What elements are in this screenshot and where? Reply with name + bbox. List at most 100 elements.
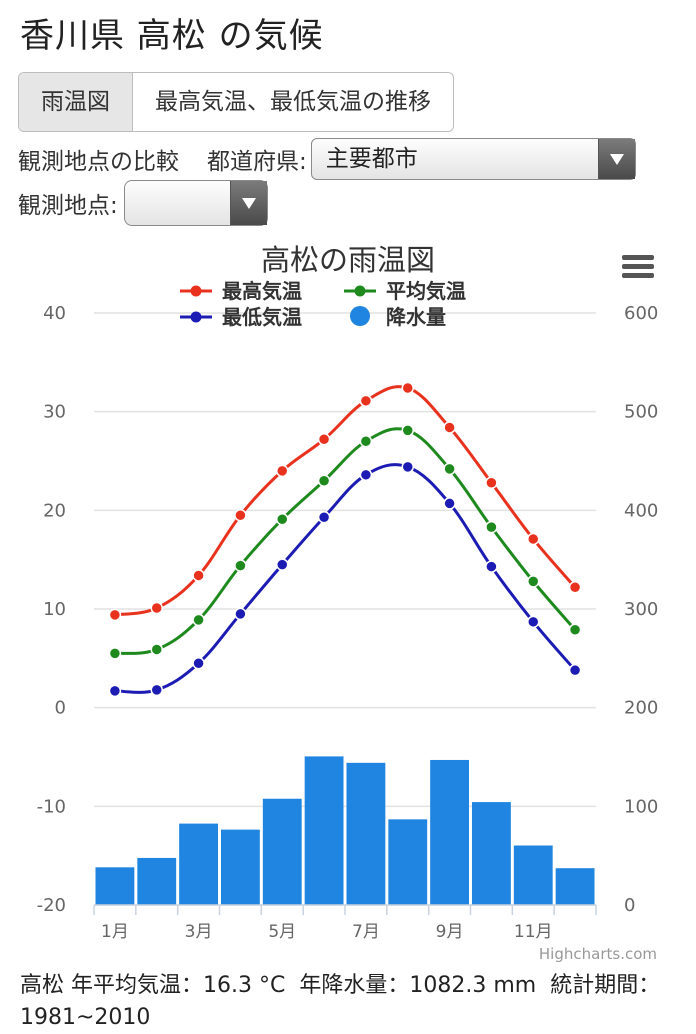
- point-select[interactable]: [123, 180, 268, 226]
- view-tabs: 雨温図 最高気温、最低気温の推移: [18, 72, 454, 132]
- temp-point: [527, 575, 540, 588]
- precip-bar: [179, 823, 218, 905]
- temp-point: [150, 601, 163, 615]
- temp-point: [401, 381, 414, 395]
- legend-symbol: [190, 285, 202, 297]
- precip-bar: [262, 798, 302, 905]
- chart-title: 高松の雨温図: [261, 243, 435, 277]
- temp-point: [485, 560, 498, 573]
- precip-bar: [430, 759, 469, 905]
- legend-symbol: [190, 311, 202, 323]
- legend-symbol: [354, 285, 366, 297]
- precip-bar: [137, 857, 177, 905]
- temp-point: [234, 559, 247, 572]
- temp-line: [114, 427, 577, 655]
- y-right-tick-label: 600: [624, 303, 658, 324]
- dropdown-arrow-icon: [229, 181, 267, 225]
- temp-point: [234, 509, 247, 522]
- temp-point: [359, 468, 373, 482]
- temp-line: [114, 385, 577, 617]
- precip-bar: [221, 829, 260, 905]
- filter-row-prefecture: 観測地点の比較 都道府県: 主要都市: [18, 138, 636, 180]
- temp-point: [276, 464, 289, 478]
- menu-bar: [622, 273, 654, 278]
- legend-label: 平均気温: [386, 279, 466, 303]
- temp-point: [568, 581, 582, 594]
- temp-point: [192, 657, 205, 670]
- temp-point: [568, 623, 582, 636]
- prefecture-select[interactable]: 主要都市: [310, 138, 636, 180]
- precip-bar: [388, 819, 428, 905]
- temp-point: [150, 643, 163, 656]
- climate-chart: 高松の雨温図403020100-10-206005004003002001000…: [37, 243, 659, 963]
- temp-point: [276, 558, 289, 571]
- temp-point: [234, 607, 247, 621]
- temp-point: [443, 421, 456, 434]
- prefecture-label: 都道府県:: [207, 149, 307, 175]
- legend-label: 最低気温: [222, 305, 302, 329]
- tab-max-min-temp-trend[interactable]: 最高気温、最低気温の推移: [155, 89, 431, 115]
- precip-bar: [472, 802, 511, 905]
- prefecture-select-value: 主要都市: [325, 146, 418, 172]
- temp-point: [401, 424, 414, 437]
- precip-bar: [304, 756, 344, 905]
- temp-point: [485, 476, 498, 489]
- annual-avg-temp: 高松 年平均気温：16.3 °C: [20, 973, 286, 998]
- climate-summary: 高松 年平均気温：16.3 °C 年降水量：1082.3 mm 統計期間：1981~…: [20, 970, 680, 1034]
- hamburger-menu-icon[interactable]: [622, 255, 654, 278]
- filter-row-point: 観測地点:: [18, 180, 268, 226]
- y-left-tick-label: 0: [55, 698, 66, 719]
- y-right-tick-label: 400: [624, 500, 658, 521]
- y-right-tick-label: 0: [624, 895, 635, 916]
- y-left-tick-label: -20: [37, 895, 66, 916]
- y-right-tick-label: 200: [624, 698, 658, 719]
- annual-precipitation: 年降水量：1082.3 mm: [299, 973, 537, 998]
- precip-bar: [346, 762, 386, 905]
- y-right-tick-label: 100: [624, 796, 658, 817]
- temp-point: [485, 520, 498, 534]
- y-left-tick-label: 30: [43, 402, 66, 423]
- x-tick-label: 1月: [101, 922, 129, 942]
- x-tick-label: 11月: [514, 922, 553, 942]
- temp-point: [568, 663, 582, 677]
- precip-bar: [513, 845, 553, 905]
- y-right-tick-label: 500: [624, 402, 658, 423]
- temp-line: [114, 463, 577, 694]
- temp-point: [192, 613, 205, 627]
- x-tick-label: 3月: [185, 922, 213, 942]
- precip-bar: [555, 868, 595, 905]
- temp-point: [359, 394, 373, 408]
- temp-point: [317, 433, 331, 446]
- tab-rain-temp-chart[interactable]: 雨温図: [19, 73, 133, 131]
- point-label: 観測地点:: [18, 193, 118, 219]
- legend-symbol: [350, 306, 370, 326]
- compare-label: 観測地点の比較: [18, 149, 179, 175]
- y-left-tick-label: 40: [43, 303, 66, 324]
- y-right-tick-label: 300: [624, 599, 658, 620]
- page-title: 香川県 高松 の気候: [20, 16, 324, 56]
- temp-point: [108, 684, 122, 698]
- temp-point: [527, 615, 540, 629]
- dropdown-arrow-icon: [597, 139, 635, 179]
- x-tick-label: 5月: [268, 922, 296, 942]
- precip-bar: [95, 867, 135, 905]
- temp-point: [192, 569, 205, 582]
- temp-point: [359, 435, 373, 448]
- temp-point: [150, 683, 163, 697]
- temp-point: [527, 532, 540, 546]
- y-left-tick-label: 20: [43, 500, 66, 521]
- y-left-tick-label: -10: [37, 796, 66, 817]
- temp-point: [108, 608, 122, 622]
- menu-bar: [622, 264, 654, 269]
- temp-point: [443, 497, 456, 510]
- menu-bar: [622, 255, 654, 260]
- y-left-tick-label: 10: [43, 599, 66, 620]
- temp-point: [276, 512, 289, 526]
- chart-credit: Highcharts.com: [539, 945, 657, 963]
- temp-point: [317, 474, 331, 487]
- legend-label: 最高気温: [222, 279, 302, 303]
- x-tick-label: 7月: [352, 922, 380, 942]
- temp-point: [108, 647, 122, 660]
- x-tick-label: 9月: [436, 922, 464, 942]
- temp-point: [401, 460, 414, 474]
